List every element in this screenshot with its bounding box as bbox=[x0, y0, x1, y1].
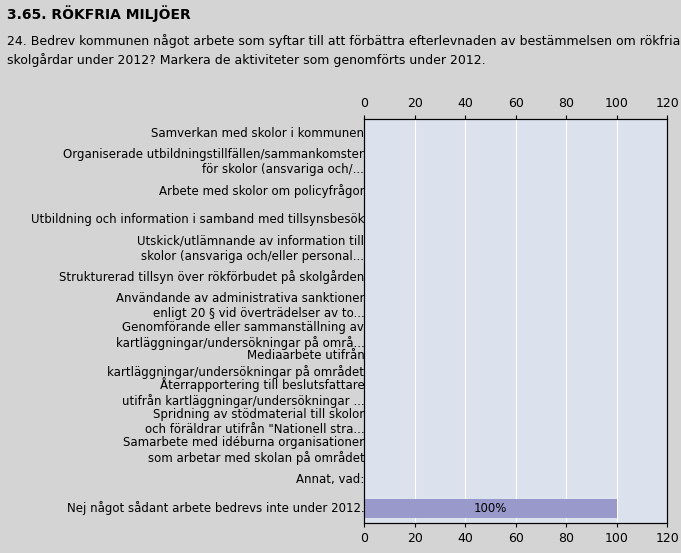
Text: Mediaarbete utifrån
kartläggningar/undersökningar på området: Mediaarbete utifrån kartläggningar/under… bbox=[108, 349, 364, 379]
Text: Samarbete med idéburna organisationer
som arbetar med skolan på området: Samarbete med idéburna organisationer so… bbox=[123, 436, 364, 465]
Text: Samverkan med skolor i kommunen: Samverkan med skolor i kommunen bbox=[151, 127, 364, 140]
Text: 3.65. RÖKFRIA MILJÖER: 3.65. RÖKFRIA MILJÖER bbox=[7, 6, 191, 22]
Text: Organiserade utbildningstillfällen/sammankomster
för skolor (ansvariga och/...: Organiserade utbildningstillfällen/samma… bbox=[63, 148, 364, 176]
Text: Spridning av stödmaterial till skolor
och föräldrar utifrån "Nationell stra...: Spridning av stödmaterial till skolor oc… bbox=[144, 408, 364, 436]
Text: 24. Bedrev kommunen något arbete som syftar till att förbättra efterlevnaden av : 24. Bedrev kommunen något arbete som syf… bbox=[7, 34, 680, 67]
Text: Strukturerad tillsyn över rökförbudet på skolgården: Strukturerad tillsyn över rökförbudet på… bbox=[59, 270, 364, 284]
Text: Arbete med skolor om policyfrågor: Arbete med skolor om policyfrågor bbox=[159, 184, 364, 198]
Bar bbox=[364, 499, 617, 518]
Text: Utbildning och information i samband med tillsynsbesök: Utbildning och information i samband med… bbox=[31, 213, 364, 226]
Text: Nej något sådant arbete bedrevs inte under 2012.: Nej något sådant arbete bedrevs inte und… bbox=[67, 501, 364, 515]
Text: Annat, vad:: Annat, vad: bbox=[296, 473, 364, 486]
Text: Genomförande eller sammanställning av
kartläggningar/undersökningar på områ...: Genomförande eller sammanställning av ka… bbox=[116, 321, 364, 349]
Text: 100%: 100% bbox=[474, 502, 507, 515]
Text: Användande av administrativa sanktioner
enligt 20 § vid överträdelser av to...: Användande av administrativa sanktioner … bbox=[116, 293, 364, 320]
Text: Utskick/utlämnande av information till
skolor (ansvariga och/eller personal...: Utskick/utlämnande av information till s… bbox=[138, 234, 364, 263]
Text: Återrapportering till beslutsfattare
utifrån kartläggningar/undersökningar ...: Återrapportering till beslutsfattare uti… bbox=[122, 377, 364, 409]
